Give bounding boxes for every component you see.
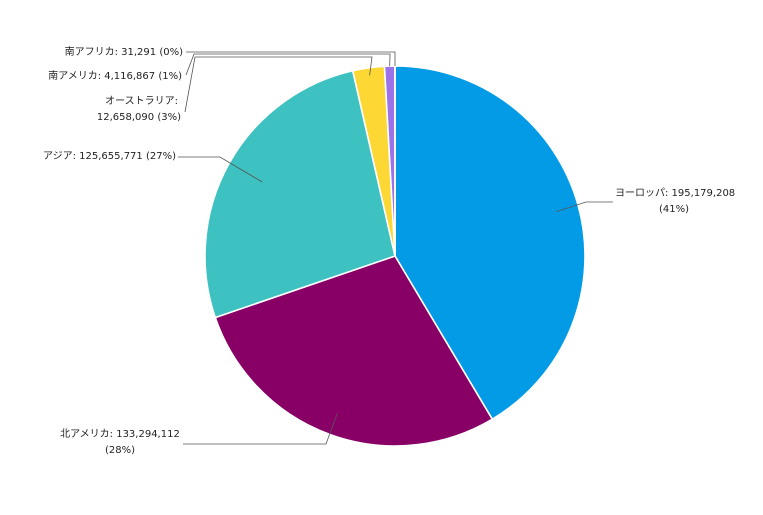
leader-line-1 (183, 412, 338, 445)
data-label-2-line-0: アジア: 125,655,771 (27%) (43, 151, 176, 162)
data-label-0-line-1: (41%) (659, 204, 689, 215)
pie-slice-2 (204, 69, 396, 319)
leader-line-3 (184, 56, 373, 113)
leader-line-2 (178, 156, 263, 183)
data-label-1-line-1: (28%) (105, 445, 135, 456)
data-label-4-line-0: 南アメリカ: 4,116,867 (1%) (48, 69, 182, 82)
leader-lines (178, 51, 613, 445)
leader-line-4 (185, 53, 391, 76)
pie-slice-0 (394, 65, 586, 421)
data-label-3-line-0: オーストラリア: (105, 95, 178, 107)
data-label-5-line-0: 南アフリカ: 31,291 (0%) (65, 45, 183, 58)
data-label-1-line-0: 北アメリカ: 133,294,112 (60, 428, 180, 440)
leader-line-5 (186, 51, 396, 66)
data-label-0-line-0: ヨーロッパ: 195,179,208 (615, 187, 735, 199)
data-label-3-line-1: 12,658,090 (3%) (97, 112, 181, 123)
leader-line-0 (556, 201, 613, 212)
data-labels: ヨーロッパ: 195,179,208 (41%) 北アメリカ: 133,294,11… (43, 45, 735, 456)
pie-slices (204, 65, 586, 447)
